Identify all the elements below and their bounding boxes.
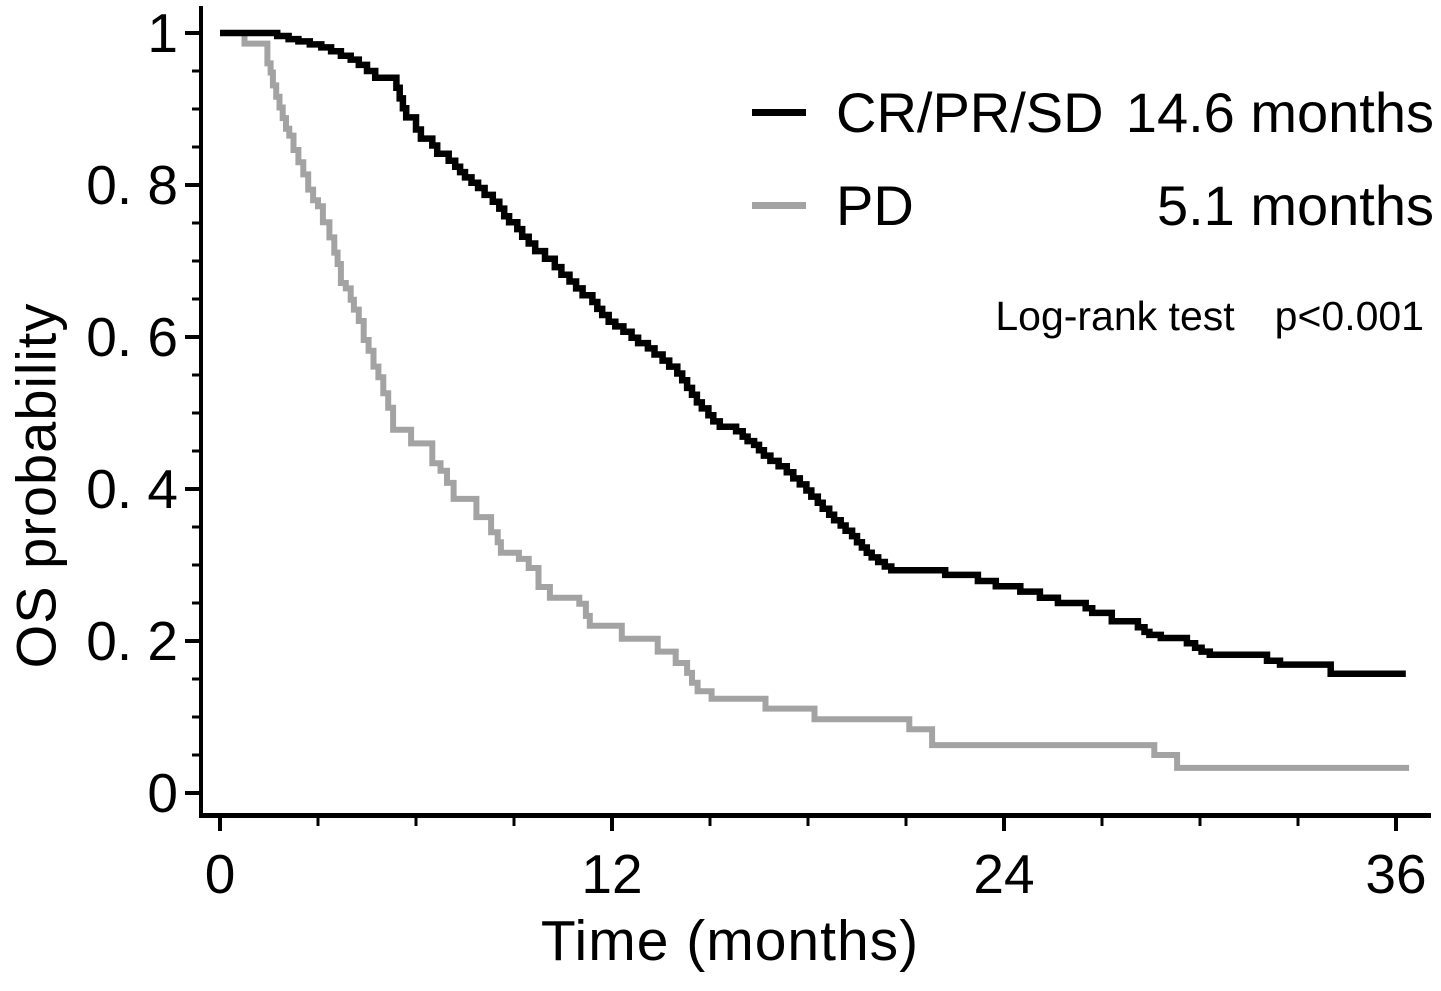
y-axis-major-tick [185, 31, 201, 35]
x-tick-label: 36 [1365, 843, 1426, 905]
y-axis-minor-tick [192, 677, 201, 681]
x-axis-minor-tick [1198, 818, 1202, 826]
y-axis-minor-tick [192, 221, 201, 225]
legend-line-sample-gray [752, 201, 806, 209]
x-tick-label: 12 [581, 843, 642, 905]
x-axis-line [199, 813, 1431, 818]
legend-item-crprsd: CR/PR/SD 14.6 months [752, 80, 1434, 144]
x-axis-major-tick [218, 818, 222, 831]
y-axis-minor-tick [192, 449, 201, 453]
y-axis-minor-tick [192, 715, 201, 719]
y-axis-major-tick [185, 335, 201, 339]
y-axis-title: OS probability [4, 302, 68, 668]
legend-item-pd: PD 5.1 months [752, 173, 1434, 237]
y-axis-minor-tick [192, 259, 201, 263]
km-curve-pd [220, 30, 1410, 771]
x-axis-minor-tick [708, 818, 712, 826]
x-axis-minor-tick [316, 818, 320, 826]
y-tick-label: 0. 4 [86, 458, 178, 520]
y-axis-minor-tick [192, 525, 201, 529]
y-axis-minor-tick [192, 411, 201, 415]
km-curve-cr-pr-sd [220, 29, 1406, 677]
y-axis-minor-tick [192, 563, 201, 567]
y-axis-minor-tick [192, 373, 201, 377]
legend-median-pd: 5.1 months [1156, 173, 1434, 237]
y-axis-minor-tick [192, 145, 201, 149]
y-axis-major-tick [185, 791, 201, 795]
x-axis-minor-tick [806, 818, 810, 826]
logrank-p-value: p<0.001 [1274, 293, 1424, 339]
legend-label-crprsd: CR/PR/SD [836, 80, 1104, 144]
y-axis-minor-tick [192, 297, 201, 301]
x-axis-minor-tick [512, 818, 516, 826]
y-axis-minor-tick [192, 107, 201, 111]
y-tick-label: 1 [147, 2, 178, 64]
x-axis-major-tick [610, 818, 614, 831]
logrank-annotation: Log-rank test p<0.001 [995, 293, 1424, 340]
legend-median-crprsd: 14.6 months [1125, 80, 1434, 144]
y-axis-minor-tick [192, 69, 201, 73]
y-axis-minor-tick [192, 601, 201, 605]
y-axis-major-tick [185, 487, 201, 491]
x-axis-major-tick [1002, 818, 1006, 831]
y-axis-major-tick [185, 639, 201, 643]
x-axis-minor-tick [414, 818, 418, 826]
y-axis-minor-tick [192, 753, 201, 757]
x-tick-label: 24 [973, 843, 1034, 905]
x-axis-minor-tick [1100, 818, 1104, 826]
legend-label-pd: PD [836, 173, 914, 237]
y-tick-label: 0. 6 [86, 306, 178, 368]
y-tick-label: 0. 2 [86, 610, 178, 672]
legend-line-sample-black [752, 108, 806, 116]
x-axis-major-tick [1394, 818, 1398, 831]
y-axis-title-box: OS probability [4, 80, 68, 890]
x-axis-title: Time (months) [540, 909, 920, 973]
logrank-test-label: Log-rank test [995, 293, 1235, 339]
y-tick-label: 0 [147, 762, 178, 824]
y-tick-label: 0. 8 [86, 154, 178, 216]
x-tick-label: 0 [205, 843, 236, 905]
y-axis-major-tick [185, 183, 201, 187]
x-axis-minor-tick [904, 818, 908, 826]
x-axis-minor-tick [1296, 818, 1300, 826]
